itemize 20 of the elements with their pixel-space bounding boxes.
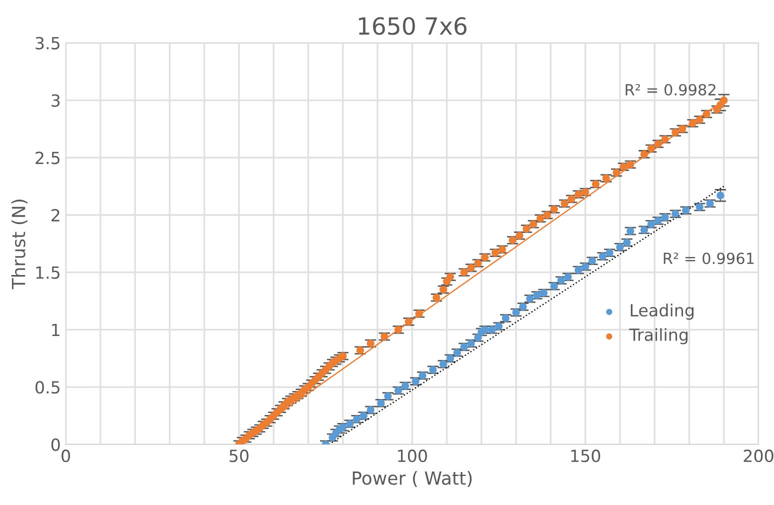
x-tick-label: 0 (62, 450, 70, 462)
x-tick-label: 50 (230, 450, 248, 462)
x-tick-label: 200 (744, 450, 774, 462)
legend-label: Trailing (629, 328, 688, 344)
y-tick-label: 1.5 (36, 266, 60, 279)
legend-label: Leading (630, 304, 694, 320)
y-tick-label: 0 (51, 438, 60, 451)
x-axis-title: Power ( Watt) (352, 470, 472, 488)
annotation: R² = 0.9961 (664, 252, 754, 264)
x-tick-label: 150 (571, 450, 600, 462)
y-tick-label: 1 (52, 324, 60, 336)
y-axis-title: Thrust (N) (11, 200, 28, 290)
y-tick-label: 3 (52, 94, 60, 107)
chart-title: 1650 7x6 (358, 17, 466, 35)
y-tick-label: 2.5 (36, 152, 60, 164)
annotation: R² = 0.9982 (626, 84, 716, 96)
y-tick-label: 2 (52, 208, 60, 222)
x-tick-label: 100 (398, 450, 427, 462)
y-tick-label: 3.5 (36, 36, 60, 50)
y-tick-label: 0.5 (36, 381, 60, 394)
